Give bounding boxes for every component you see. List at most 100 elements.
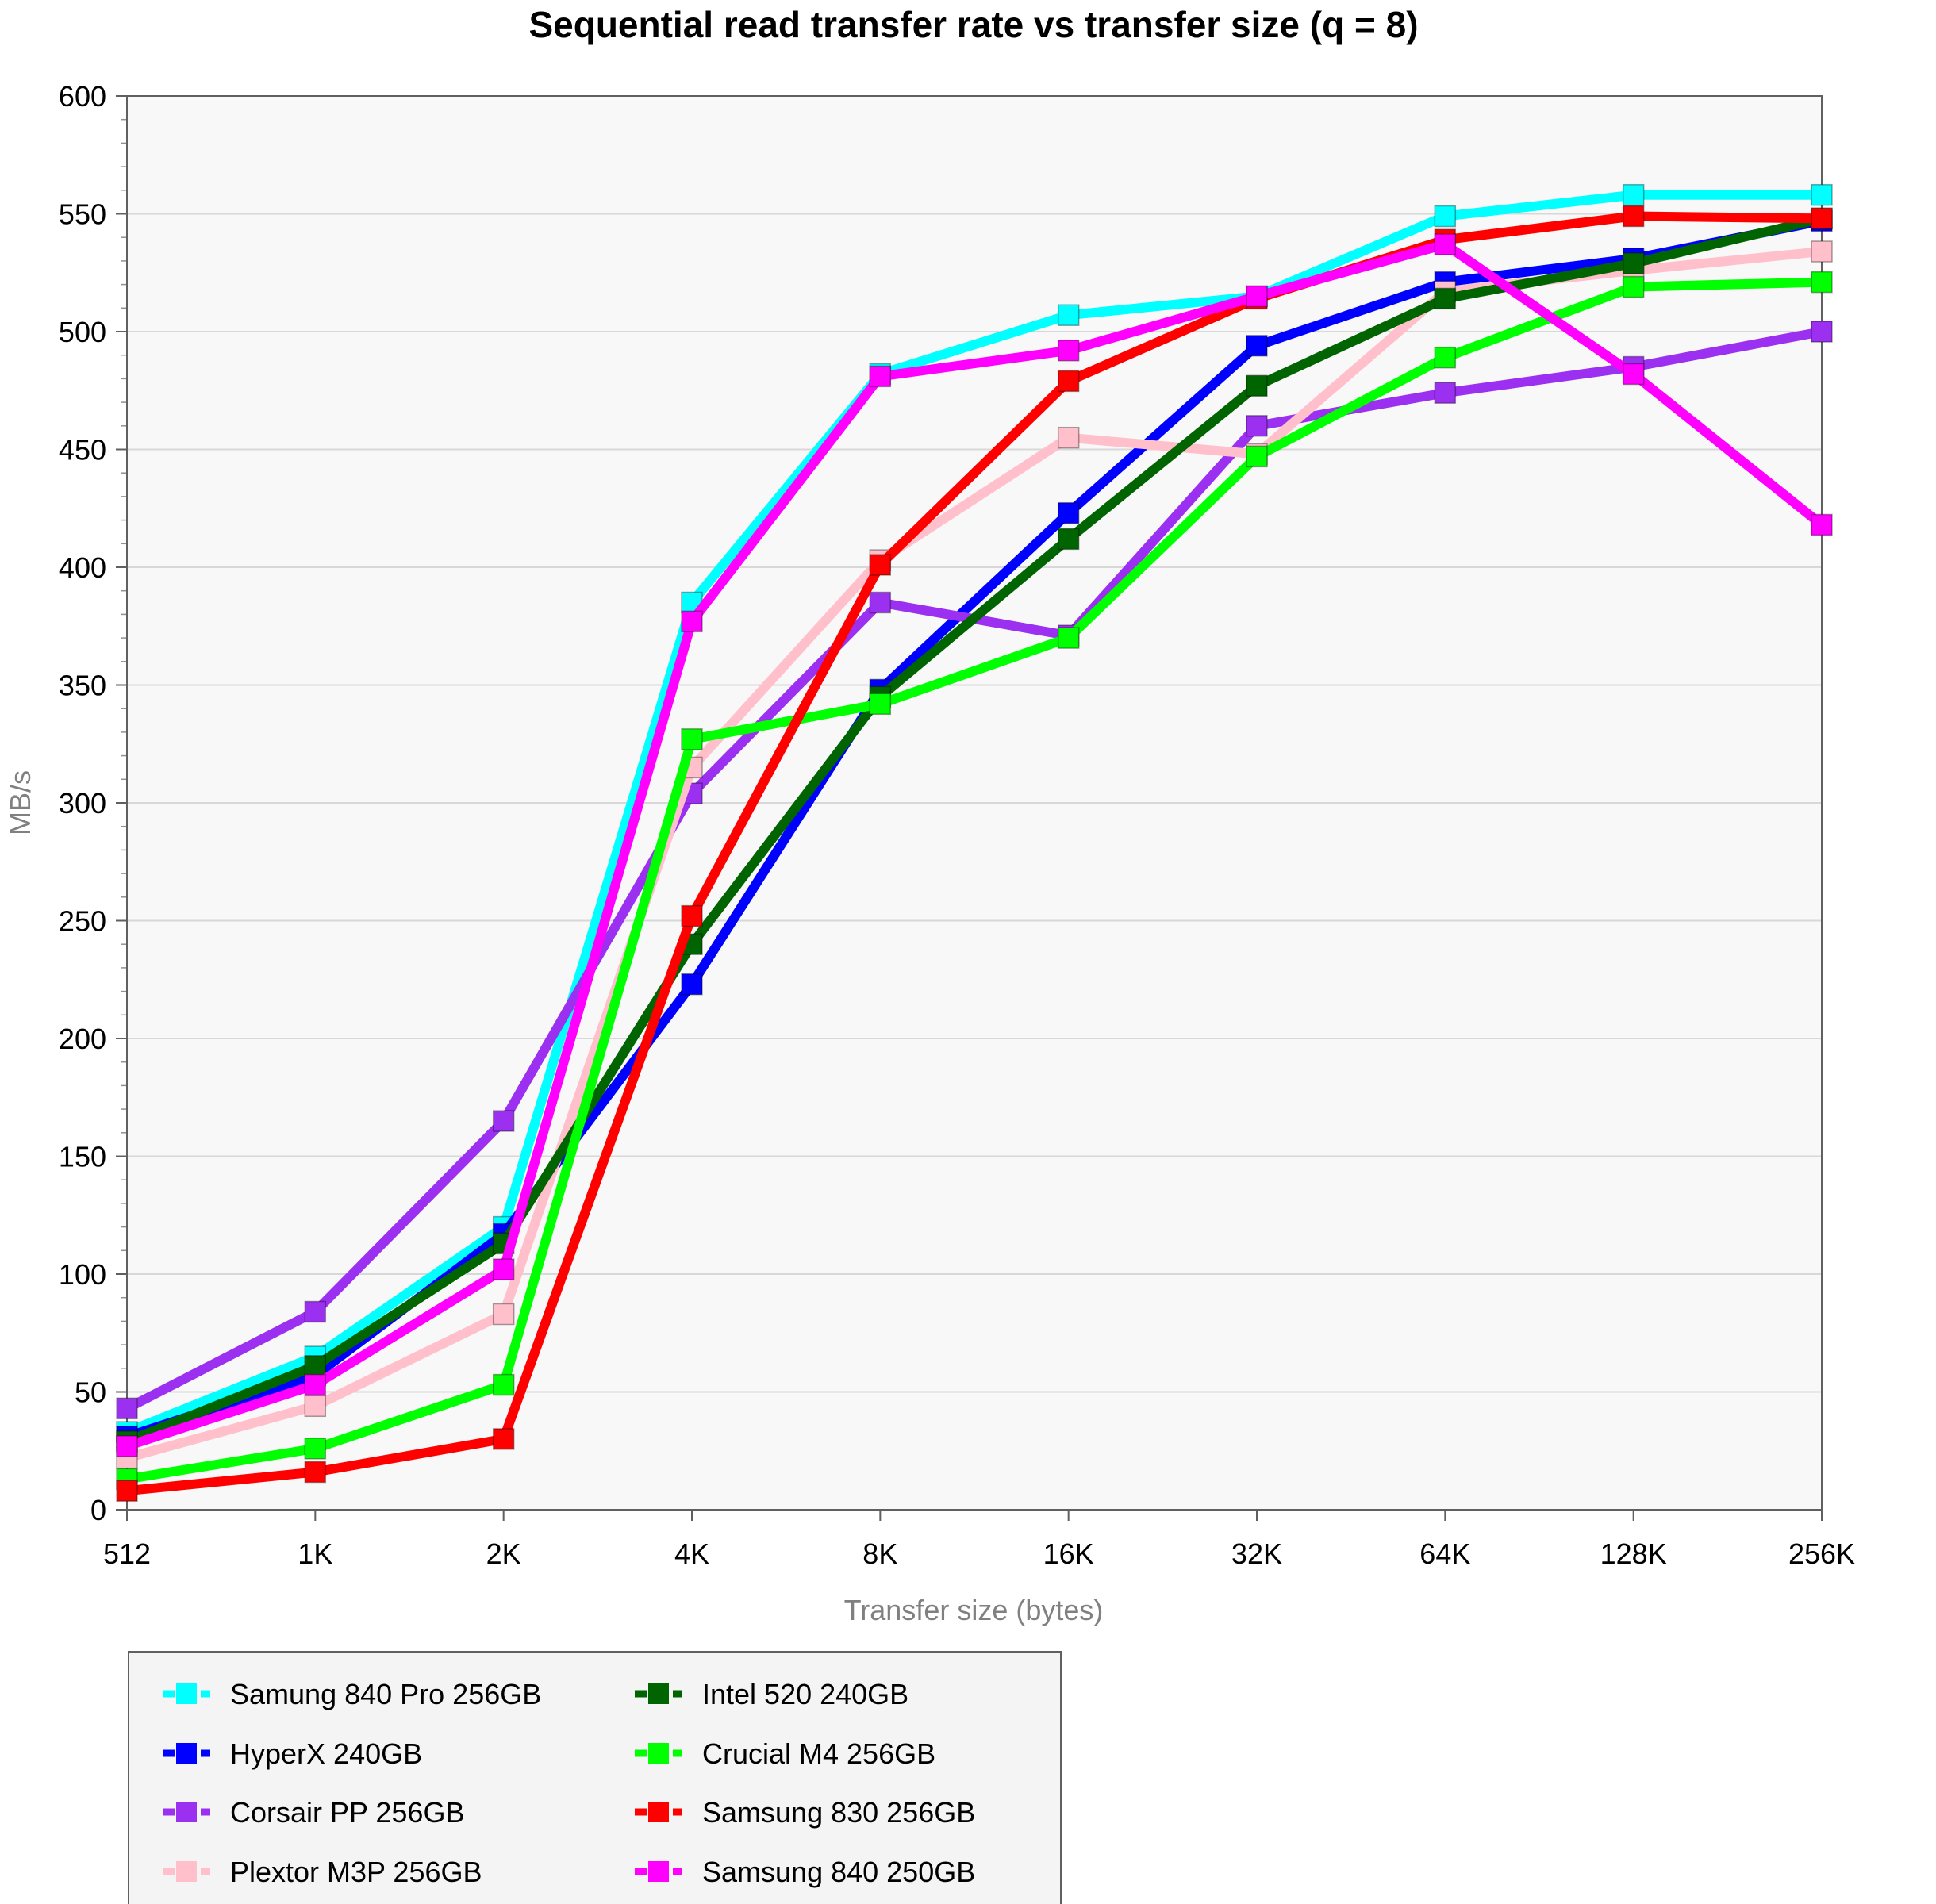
data-point bbox=[869, 554, 892, 576]
legend-item: Samung 840 Pro 256GB bbox=[163, 1678, 541, 1710]
plot-border bbox=[126, 95, 1823, 1511]
data-point bbox=[116, 1435, 138, 1457]
data-point bbox=[1057, 304, 1080, 326]
data-point bbox=[1057, 426, 1080, 449]
series-line bbox=[122, 277, 1827, 1484]
series-5 bbox=[116, 271, 1833, 1491]
y-tick-label: 500 bbox=[59, 316, 106, 348]
data-point bbox=[1246, 445, 1268, 468]
data-point bbox=[116, 1397, 138, 1420]
y-tick-label: 150 bbox=[59, 1141, 106, 1173]
data-point bbox=[116, 1480, 138, 1502]
data-point bbox=[1057, 627, 1080, 649]
data-point bbox=[1811, 513, 1833, 536]
data-point bbox=[492, 1303, 515, 1326]
y-tick-label: 300 bbox=[59, 787, 106, 820]
data-point bbox=[1434, 205, 1457, 228]
legend-swatch-marker bbox=[176, 1743, 197, 1764]
data-point bbox=[681, 728, 703, 750]
x-axis-label: Transfer size (bytes) bbox=[844, 1594, 1104, 1626]
legend-swatch-marker bbox=[648, 1743, 669, 1764]
x-tick-label: 64K bbox=[1419, 1537, 1470, 1570]
data-point bbox=[304, 1300, 327, 1323]
x-tick-label: 32K bbox=[1231, 1537, 1282, 1570]
legend-label: Samsung 840 250GB bbox=[702, 1856, 975, 1888]
data-point bbox=[1246, 415, 1268, 437]
data-point bbox=[1057, 501, 1080, 524]
data-point bbox=[1434, 382, 1457, 404]
legend: Samung 840 Pro 256GB Intel 520 240GB Hyper… bbox=[128, 1651, 1062, 1904]
x-tick-label: 256K bbox=[1788, 1537, 1855, 1570]
data-point bbox=[304, 1461, 327, 1484]
legend-item: Corsair PP 256GB bbox=[163, 1796, 464, 1829]
y-tick-label: 50 bbox=[75, 1376, 106, 1409]
data-point bbox=[1434, 287, 1457, 310]
data-point bbox=[1811, 183, 1833, 206]
legend-swatch-marker bbox=[176, 1861, 197, 1882]
legend-item: Samsung 830 256GB bbox=[635, 1796, 975, 1829]
series-line bbox=[122, 211, 1827, 1496]
y-tick-label: 350 bbox=[59, 670, 106, 702]
data-point bbox=[869, 693, 892, 716]
data-point bbox=[681, 610, 703, 633]
y-tick-label: 550 bbox=[59, 198, 106, 231]
series-line bbox=[122, 240, 1827, 1451]
data-point bbox=[1434, 233, 1457, 255]
data-point bbox=[681, 904, 703, 927]
legend-label: Samsung 830 256GB bbox=[702, 1796, 975, 1829]
data-point bbox=[304, 1373, 327, 1396]
legend-label: Plextor M3P 256GB bbox=[230, 1856, 482, 1888]
data-point bbox=[492, 1373, 515, 1396]
data-point bbox=[1057, 340, 1080, 362]
y-tick-label: 100 bbox=[59, 1258, 106, 1291]
legend-swatch-marker bbox=[648, 1861, 669, 1882]
data-point bbox=[1811, 207, 1833, 230]
legend-item: Samsung 840 250GB bbox=[635, 1856, 975, 1888]
data-point bbox=[492, 1110, 515, 1132]
data-point bbox=[869, 591, 892, 614]
legend-swatch-marker bbox=[176, 1683, 197, 1704]
legend-swatch-marker bbox=[176, 1802, 197, 1822]
data-point bbox=[1246, 285, 1268, 308]
chart-title: Sequential read transfer rate vs transfe… bbox=[528, 4, 1418, 45]
data-point bbox=[492, 1428, 515, 1450]
data-point bbox=[1057, 370, 1080, 393]
y-tick-label: 450 bbox=[59, 434, 106, 466]
data-point bbox=[869, 365, 892, 388]
data-point bbox=[1434, 346, 1457, 369]
legend-label: Corsair PP 256GB bbox=[230, 1796, 464, 1829]
data-point bbox=[1622, 183, 1645, 206]
data-point bbox=[681, 973, 703, 996]
legend-item: Intel 520 240GB bbox=[635, 1678, 908, 1710]
data-point bbox=[304, 1438, 327, 1460]
data-point bbox=[1811, 240, 1833, 263]
x-tick-label: 4K bbox=[674, 1537, 709, 1570]
x-tick-label: 8K bbox=[862, 1537, 897, 1570]
x-tick-label: 1K bbox=[298, 1537, 332, 1570]
x-tick-label: 128K bbox=[1600, 1537, 1667, 1570]
legend-item: Crucial M4 256GB bbox=[635, 1737, 935, 1770]
data-point bbox=[304, 1355, 327, 1377]
x-tick-label: 16K bbox=[1043, 1537, 1094, 1570]
y-axis-label: MB/s bbox=[4, 770, 36, 835]
y-tick-label: 0 bbox=[90, 1494, 106, 1526]
legend-label: Crucial M4 256GB bbox=[702, 1737, 935, 1770]
legend-label: HyperX 240GB bbox=[230, 1737, 422, 1770]
plot-area: 0 50 100 150 200 250 300 350 400 450 500 550 600 512 1… bbox=[59, 80, 1855, 1570]
data-point bbox=[492, 1258, 515, 1280]
data-point bbox=[1057, 528, 1080, 551]
x-tick-label: 2K bbox=[486, 1537, 521, 1570]
data-point bbox=[1246, 374, 1268, 397]
x-tick-label: 512 bbox=[103, 1537, 151, 1570]
legend-box bbox=[128, 1651, 1062, 1904]
data-point bbox=[1246, 335, 1268, 357]
data-point bbox=[1622, 363, 1645, 386]
data-point bbox=[1622, 205, 1645, 228]
legend-swatch-marker bbox=[648, 1683, 669, 1704]
data-point bbox=[1811, 321, 1833, 343]
legend-item: Plextor M3P 256GB bbox=[163, 1856, 482, 1888]
y-tick-label: 250 bbox=[59, 905, 106, 938]
series-line bbox=[122, 190, 1827, 1437]
y-tick-label: 200 bbox=[59, 1023, 106, 1055]
